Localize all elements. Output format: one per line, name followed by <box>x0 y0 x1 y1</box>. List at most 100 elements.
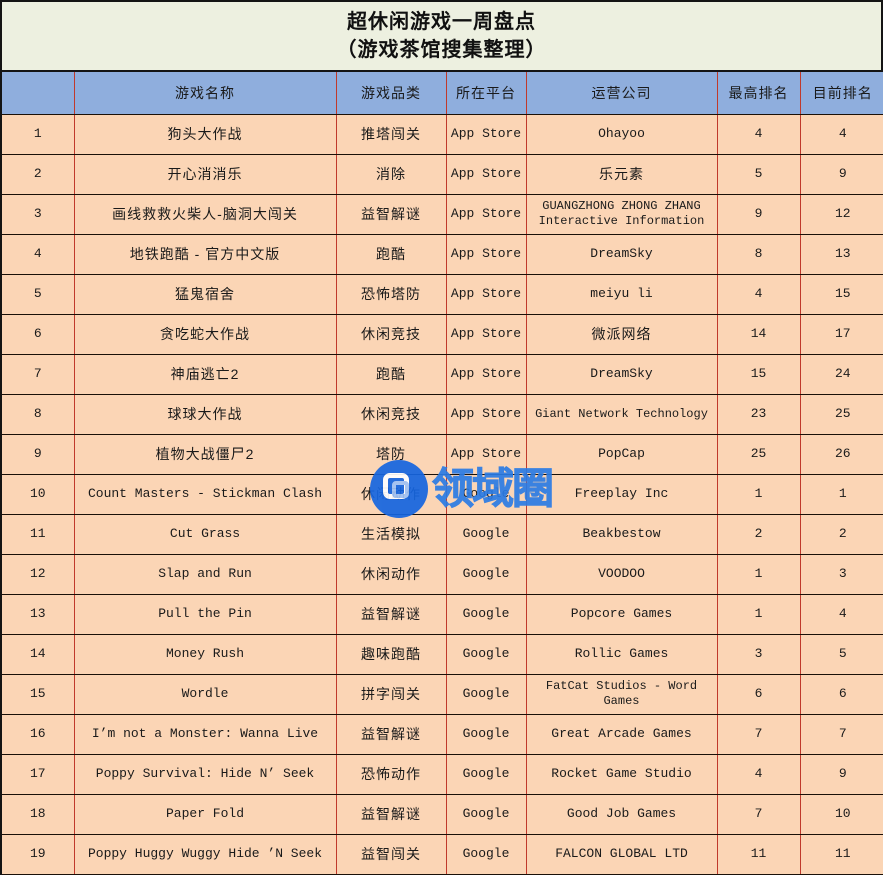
cell-platform: Google <box>446 834 527 875</box>
cell-index: 1 <box>2 114 75 155</box>
cell-current-rank: 7 <box>800 714 883 755</box>
cell-best-rank: 11 <box>717 834 801 875</box>
table-row[interactable]: 3 画线救救火柴人-脑洞大闯关 益智解谜 App Store GUANGZHONG ZH… <box>2 194 883 235</box>
table-row[interactable]: 4 地铁跑酷 - 官方中文版 跑酷 App Store DreamSky 8 13 <box>2 234 883 275</box>
table-row[interactable]: 9 植物大战僵尸2 塔防 App Store PopCap 25 26 <box>2 434 883 475</box>
cell-platform: App Store <box>446 154 527 195</box>
cell-game-name: 球球大作战 <box>74 394 337 435</box>
table-row[interactable]: 8 球球大作战 休闲竞技 App Store Giant Network Technol… <box>2 394 883 435</box>
cell-publisher: FatCat Studios - Word Games <box>526 674 718 715</box>
column-header-platform[interactable]: 所在平台 <box>446 72 527 115</box>
cell-platform: Google <box>446 514 527 555</box>
cell-index: 3 <box>2 194 75 235</box>
cell-current-rank: 11 <box>800 834 883 875</box>
table-row[interactable]: 13 Pull the Pin 益智解谜 Google Popcore Games 1 4 <box>2 594 883 635</box>
cell-game-name: 贪吃蛇大作战 <box>74 314 337 355</box>
column-header-current-rank[interactable]: 目前排名 <box>800 72 883 115</box>
column-header-publisher[interactable]: 运营公司 <box>526 72 718 115</box>
cell-publisher: Beakbestow <box>526 514 718 555</box>
cell-current-rank: 26 <box>800 434 883 475</box>
cell-current-rank: 10 <box>800 794 883 835</box>
cell-current-rank: 15 <box>800 274 883 315</box>
table-row[interactable]: 15 Wordle 拼字闯关 Google FatCat Studios - Word … <box>2 674 883 715</box>
cell-index: 17 <box>2 754 75 795</box>
cell-index: 8 <box>2 394 75 435</box>
cell-platform: Google <box>446 794 527 835</box>
cell-publisher: Rocket Game Studio <box>526 754 718 795</box>
cell-game-name: Poppy Survival: Hide N’ Seek <box>74 754 337 795</box>
cell-category: 推塔闯关 <box>336 114 447 155</box>
header-row: 游戏名称 游戏品类 所在平台 运营公司 最高排名 目前排名 <box>2 72 883 115</box>
cell-current-rank: 17 <box>800 314 883 355</box>
cell-index: 15 <box>2 674 75 715</box>
cell-index: 18 <box>2 794 75 835</box>
cell-category: 恐怖塔防 <box>336 274 447 315</box>
table-row[interactable]: 14 Money Rush 趣味跑酷 Google Rollic Games 3 5 <box>2 634 883 675</box>
table-row[interactable]: 10 Count Masters - Stickman Clash 休闲动作 Goog… <box>2 474 883 515</box>
table-row[interactable]: 7 神庙逃亡2 跑酷 App Store DreamSky 15 24 <box>2 354 883 395</box>
cell-platform: App Store <box>446 394 527 435</box>
column-header-game-name[interactable]: 游戏名称 <box>74 72 337 115</box>
cell-category: 消除 <box>336 154 447 195</box>
cell-index: 9 <box>2 434 75 475</box>
cell-category: 益智解谜 <box>336 194 447 235</box>
cell-platform: Google <box>446 554 527 595</box>
cell-best-rank: 25 <box>717 434 801 475</box>
table-row[interactable]: 18 Paper Fold 益智解谜 Google Good Job Games 7 10 <box>2 794 883 835</box>
cell-best-rank: 4 <box>717 754 801 795</box>
cell-game-name: Slap and Run <box>74 554 337 595</box>
cell-platform: Google <box>446 594 527 635</box>
table-row[interactable]: 5 猛鬼宿舍 恐怖塔防 App Store meiyu li 4 15 <box>2 274 883 315</box>
column-header-index[interactable] <box>2 72 75 115</box>
cell-game-name: Cut Grass <box>74 514 337 555</box>
cell-publisher: 微派网络 <box>526 314 718 355</box>
table-row[interactable]: 19 Poppy Huggy Wuggy Hide ’N Seek 益智闯关 Goog… <box>2 834 883 875</box>
cell-category: 塔防 <box>336 434 447 475</box>
cell-publisher: DreamSky <box>526 234 718 275</box>
table-row[interactable]: 12 Slap and Run 休闲动作 Google VOODOO 1 3 <box>2 554 883 595</box>
cell-publisher: Great Arcade Games <box>526 714 718 755</box>
cell-publisher: DreamSky <box>526 354 718 395</box>
cell-game-name: Pull the Pin <box>74 594 337 635</box>
cell-best-rank: 1 <box>717 594 801 635</box>
cell-category: 益智解谜 <box>336 714 447 755</box>
cell-category: 休闲竞技 <box>336 394 447 435</box>
table-row[interactable]: 16 I’m not a Monster: Wanna Live 益智解谜 Googl… <box>2 714 883 755</box>
cell-category: 跑酷 <box>336 234 447 275</box>
column-header-category[interactable]: 游戏品类 <box>336 72 447 115</box>
cell-game-name: 开心消消乐 <box>74 154 337 195</box>
cell-index: 4 <box>2 234 75 275</box>
cell-platform: Google <box>446 754 527 795</box>
cell-index: 6 <box>2 314 75 355</box>
table-row[interactable]: 1 狗头大作战 推塔闯关 App Store Ohayoo 4 4 <box>2 114 883 155</box>
cell-best-rank: 9 <box>717 194 801 235</box>
cell-best-rank: 3 <box>717 634 801 675</box>
cell-index: 12 <box>2 554 75 595</box>
table-row[interactable]: 2 开心消消乐 消除 App Store 乐元素 5 9 <box>2 154 883 195</box>
cell-platform: Google <box>446 474 527 515</box>
cell-platform: App Store <box>446 314 527 355</box>
cell-category: 益智闯关 <box>336 834 447 875</box>
cell-platform: App Store <box>446 234 527 275</box>
cell-game-name: 画线救救火柴人-脑洞大闯关 <box>74 194 337 235</box>
cell-current-rank: 5 <box>800 634 883 675</box>
cell-publisher: Rollic Games <box>526 634 718 675</box>
cell-publisher: Ohayoo <box>526 114 718 155</box>
cell-index: 11 <box>2 514 75 555</box>
cell-category: 益智解谜 <box>336 794 447 835</box>
cell-platform: App Store <box>446 434 527 475</box>
cell-game-name: I’m not a Monster: Wanna Live <box>74 714 337 755</box>
cell-publisher: GUANGZHONG ZHONG ZHANG Interactive Infor… <box>526 194 718 235</box>
cell-game-name: Wordle <box>74 674 337 715</box>
cell-category: 恐怖动作 <box>336 754 447 795</box>
cell-best-rank: 8 <box>717 234 801 275</box>
column-header-best-rank[interactable]: 最高排名 <box>717 72 801 115</box>
cell-publisher: meiyu li <box>526 274 718 315</box>
table-row[interactable]: 11 Cut Grass 生活模拟 Google Beakbestow 2 2 <box>2 514 883 555</box>
table-row[interactable]: 17 Poppy Survival: Hide N’ Seek 恐怖动作 Google… <box>2 754 883 795</box>
table-row[interactable]: 6 贪吃蛇大作战 休闲竞技 App Store 微派网络 14 17 <box>2 314 883 355</box>
cell-game-name: 猛鬼宿舍 <box>74 274 337 315</box>
cell-platform: App Store <box>446 354 527 395</box>
cell-game-name: 地铁跑酷 - 官方中文版 <box>74 234 337 275</box>
